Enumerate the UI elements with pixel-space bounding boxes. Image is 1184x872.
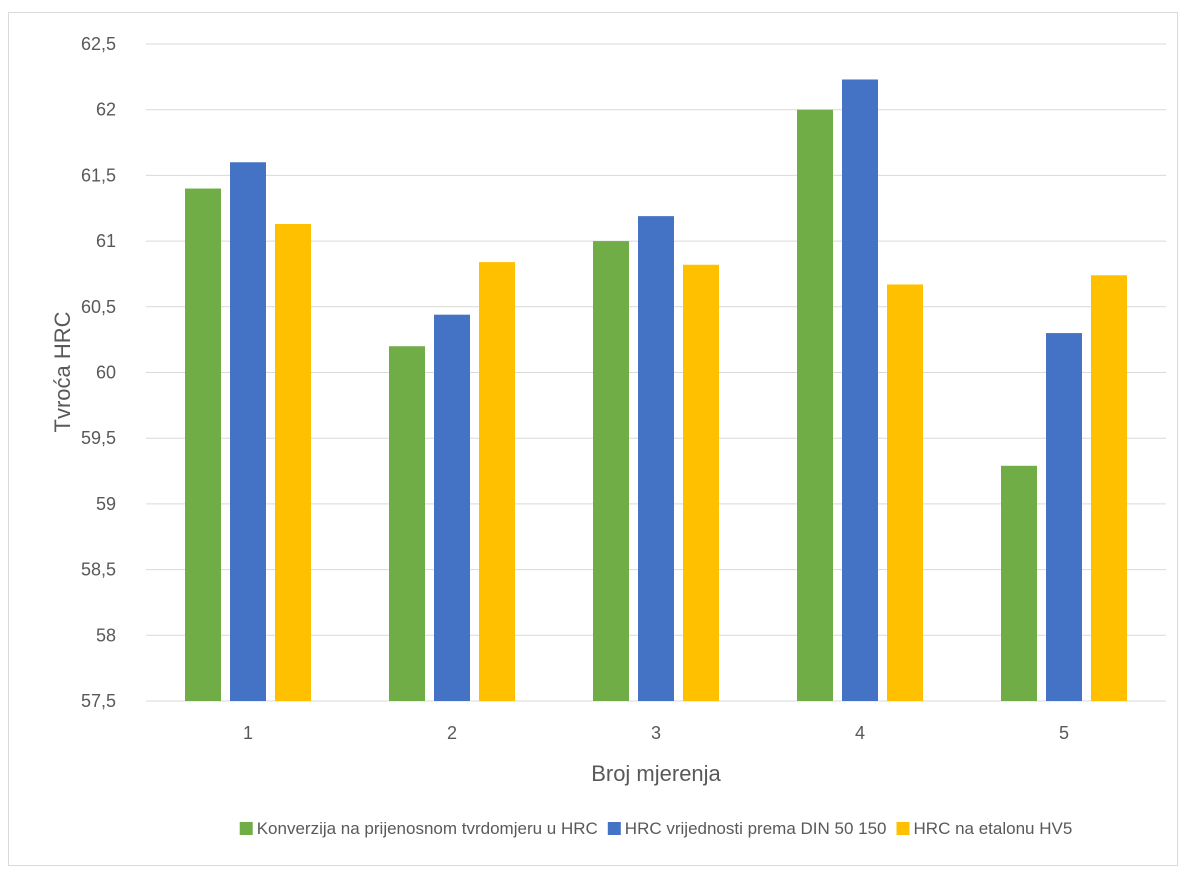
x-tick-label: 5 [1059,723,1069,743]
y-tick-label: 57,5 [81,691,116,711]
bar-s2-c5 [1046,333,1082,701]
y-tick-label: 60,5 [81,297,116,317]
y-tick-label: 60 [96,363,116,383]
x-tick-label: 3 [651,723,661,743]
bar-s1-c2 [389,346,425,701]
bar-s3-c4 [887,284,923,701]
bar-s3-c2 [479,262,515,701]
y-tick-labels: 57,5 58 58,5 59 59,5 60 60,5 61 61,5 62 62,5 [81,34,116,711]
bar-s2-c4 [842,79,878,701]
legend-swatch [239,822,253,835]
y-tick-label: 58 [96,625,116,645]
y-tick-label: 59 [96,494,116,514]
bar-s3-c1 [275,224,311,701]
x-tick-label: 4 [855,723,865,743]
y-tick-label: 58,5 [81,560,116,580]
y-tick-label: 62,5 [81,34,116,54]
bar-s1-c4 [797,109,833,701]
legend-swatch [607,822,621,835]
bar-s3-c5 [1091,275,1127,701]
bar-s3-c3 [683,264,719,701]
y-tick-label: 61,5 [81,165,116,185]
legend-swatch [896,822,910,835]
x-tick-label: 2 [447,723,457,743]
bar-s1-c3 [593,241,629,701]
bar-s2-c1 [230,162,266,701]
x-tick-labels: 1 2 3 4 5 [243,723,1069,743]
bars [185,79,1127,702]
legend-item-label: Konverzija na prijenosnom tvrdomjeru u H… [257,819,598,838]
bar-s1-c1 [185,188,221,702]
bar-s1-c5 [1001,465,1037,701]
legend: Konverzija na prijenosnom tvrdomjeru u H… [239,819,1073,838]
y-axis-title: Tvroća HRC [50,311,75,432]
x-axis-title: Broj mjerenja [591,761,721,786]
legend-item-label: HRC na etalonu HV5 [914,819,1073,838]
legend-item-label: HRC vrijednosti prema DIN 50 150 [625,819,887,838]
y-tick-label: 59,5 [81,428,116,448]
y-tick-label: 62 [96,100,116,120]
y-tick-label: 61 [96,231,116,251]
gridlines [146,43,1166,702]
x-tick-label: 1 [243,723,253,743]
bar-s2-c3 [638,216,674,701]
bar-s2-c2 [434,314,470,701]
